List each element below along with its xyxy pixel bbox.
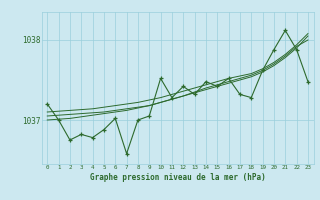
X-axis label: Graphe pression niveau de la mer (hPa): Graphe pression niveau de la mer (hPa) xyxy=(90,173,266,182)
